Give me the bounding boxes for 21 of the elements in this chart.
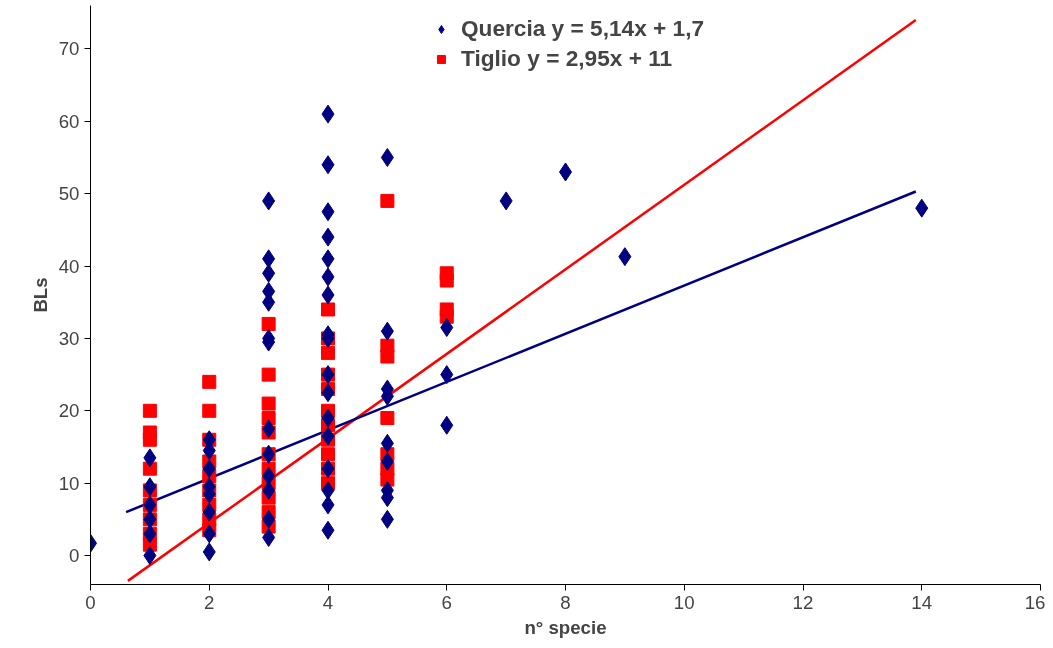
y-tick-label: 30 (58, 327, 80, 349)
y-tick-label: 0 (69, 545, 80, 567)
legend-label: Tiglio y = 2,95x + 11 (460, 45, 673, 72)
y-tick-label: 50 (58, 183, 80, 205)
x-tick-label: 16 (1024, 591, 1046, 613)
y-tick-label: 60 (58, 110, 80, 132)
x-tick-label: 10 (673, 591, 695, 613)
x-tick-label: 4 (322, 591, 334, 613)
x-tick-label: 6 (441, 591, 452, 613)
x-axis-title: n° specie (524, 616, 607, 638)
y-tick-label: 20 (58, 400, 80, 422)
x-tick-label: 12 (792, 591, 814, 613)
legend-label: Quercia y = 5,14x + 1,7 (460, 15, 705, 42)
x-tick-label: 2 (204, 591, 215, 613)
y-tick-label: 70 (58, 38, 80, 60)
y-axis-title: BLs (29, 277, 51, 313)
y-tick-label: 10 (58, 472, 80, 494)
x-tick-label: 14 (911, 591, 933, 613)
y-tick-label: 40 (58, 255, 80, 277)
x-tick-label: 0 (85, 591, 96, 613)
x-tick-label: 8 (560, 591, 571, 613)
